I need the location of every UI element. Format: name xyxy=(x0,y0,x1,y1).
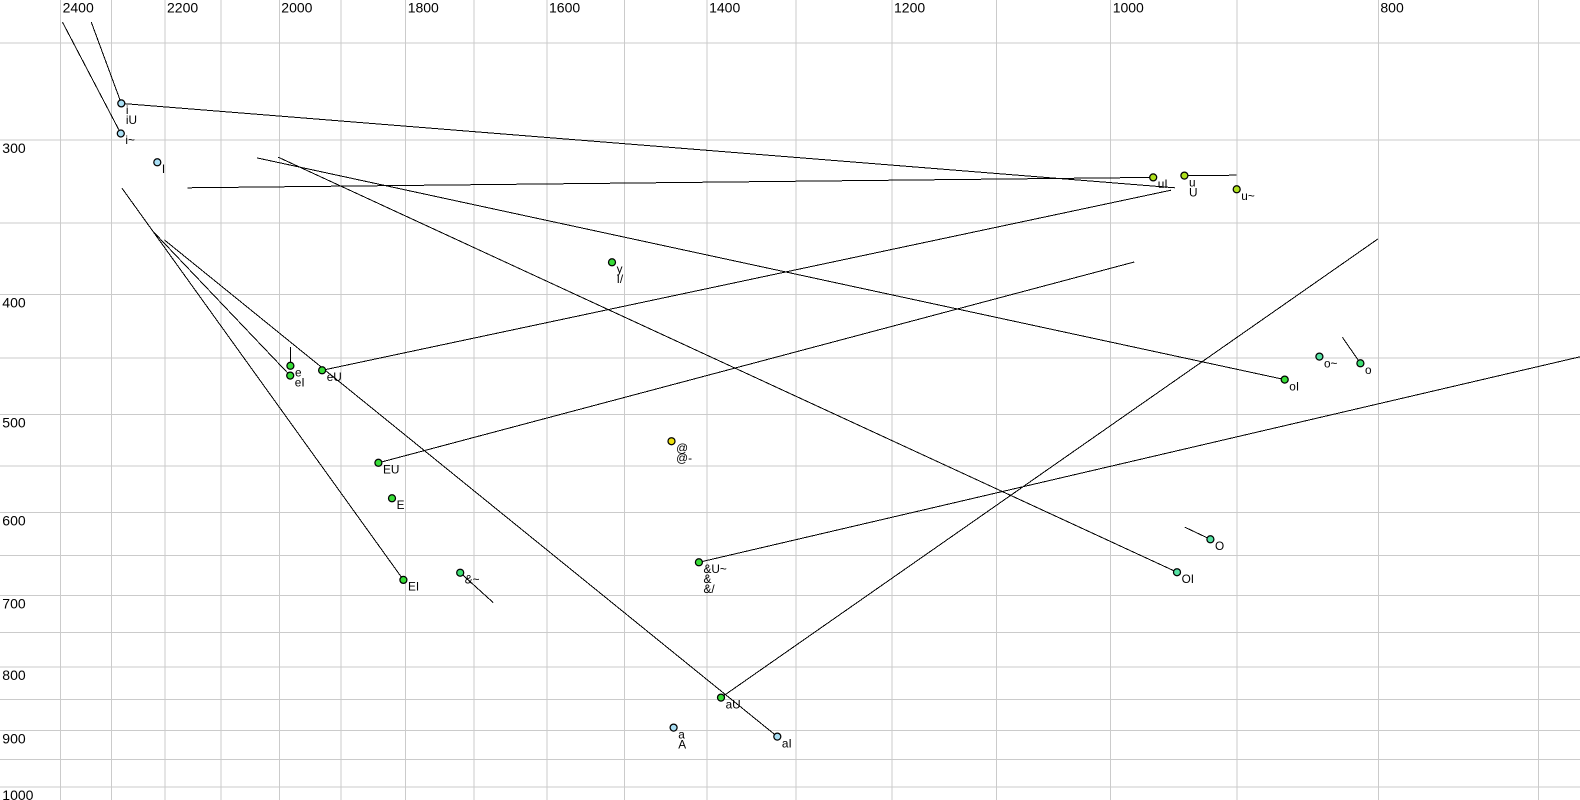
svg-text:oI: oI xyxy=(1289,379,1299,393)
svg-text:800: 800 xyxy=(2,667,26,683)
svg-text:o~: o~ xyxy=(1324,356,1338,370)
svg-text:aU: aU xyxy=(726,697,741,711)
svg-text:2400: 2400 xyxy=(63,0,94,16)
svg-text:u~: u~ xyxy=(1241,189,1255,203)
svg-text:@: @ xyxy=(676,441,688,455)
svg-text:&/: &/ xyxy=(704,582,716,596)
svg-text:&: & xyxy=(704,572,712,586)
svg-text:@-: @- xyxy=(676,451,692,465)
svg-text:600: 600 xyxy=(2,513,26,529)
svg-text:900: 900 xyxy=(2,730,26,746)
svg-text:1000: 1000 xyxy=(1113,0,1144,16)
svg-text:a: a xyxy=(678,727,685,741)
svg-text:i~: i~ xyxy=(125,133,135,147)
svg-text:EI: EI xyxy=(408,580,419,594)
svg-text:400: 400 xyxy=(2,295,26,311)
svg-text:A: A xyxy=(678,737,686,751)
svg-text:uI: uI xyxy=(1158,177,1168,191)
svg-text:700: 700 xyxy=(2,595,26,611)
svg-text:1600: 1600 xyxy=(549,0,580,16)
svg-text:U: U xyxy=(1189,185,1198,199)
svg-text:eU: eU xyxy=(327,370,342,384)
svg-text:y: y xyxy=(617,262,623,276)
svg-text:1200: 1200 xyxy=(894,0,925,16)
svg-text:&~: &~ xyxy=(465,572,480,586)
svg-text:1000: 1000 xyxy=(2,787,33,800)
svg-text:eI: eI xyxy=(295,375,305,389)
svg-text:800: 800 xyxy=(1380,0,1404,16)
svg-text:i: i xyxy=(126,103,129,117)
svg-text:u: u xyxy=(1189,175,1196,189)
svg-text:300: 300 xyxy=(2,140,26,156)
svg-text:I: I xyxy=(162,162,165,176)
svg-text:iU: iU xyxy=(126,113,137,127)
svg-text:1400: 1400 xyxy=(709,0,740,16)
svg-text:o: o xyxy=(1365,363,1372,377)
svg-text:2000: 2000 xyxy=(281,0,312,16)
svg-text:I/: I/ xyxy=(617,272,624,286)
svg-text:O: O xyxy=(1215,539,1224,553)
svg-text:OI: OI xyxy=(1182,572,1194,586)
svg-text:1800: 1800 xyxy=(408,0,439,16)
svg-text:EU: EU xyxy=(383,463,399,477)
svg-text:2200: 2200 xyxy=(167,0,198,16)
svg-text:500: 500 xyxy=(2,415,26,431)
svg-text:E: E xyxy=(397,498,405,512)
svg-text:aI: aI xyxy=(782,736,792,750)
svg-text:&U~: &U~ xyxy=(704,562,727,576)
svg-text:e: e xyxy=(295,366,302,380)
